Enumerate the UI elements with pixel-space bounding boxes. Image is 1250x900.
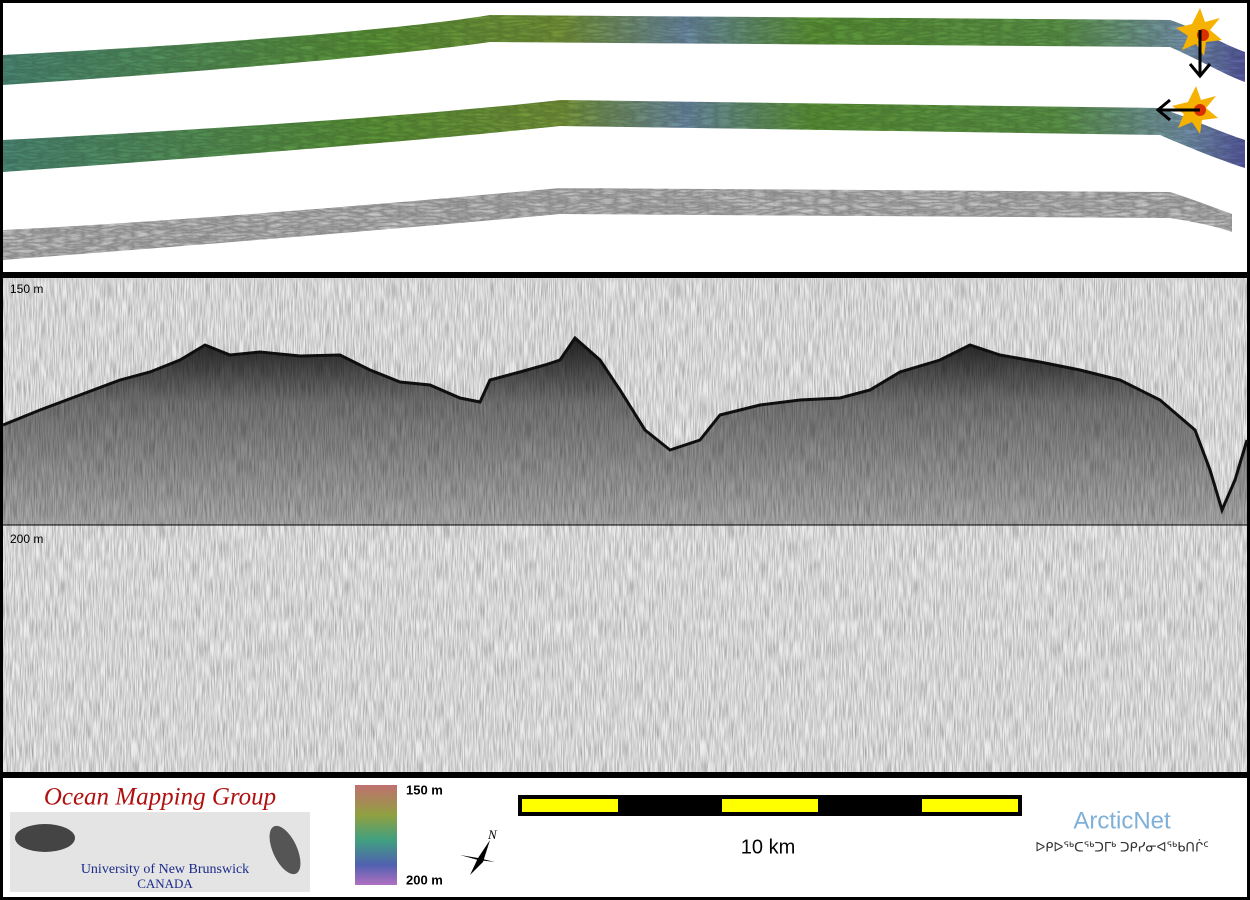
scale-bar: [518, 795, 1022, 816]
logo-country: CANADA: [137, 876, 193, 891]
colorbar: [355, 785, 397, 885]
depth-label: 200 m: [10, 532, 43, 546]
colorbar-label: 150 m: [406, 782, 443, 797]
north-arrow: [460, 855, 495, 862]
swath-texture: [3, 188, 1232, 260]
scale-label: 10 km: [741, 836, 795, 858]
north-label: N: [487, 827, 498, 842]
start-marker: [1176, 8, 1222, 79]
partner-name: ArcticNet: [1073, 807, 1171, 834]
logo-institution: University of New Brunswick: [81, 862, 249, 877]
logo-ship: [269, 825, 301, 875]
logo-title: Ocean Mapping Group: [44, 784, 276, 811]
logo-ship: [15, 824, 75, 852]
logo-background: [10, 812, 310, 892]
depth-label: 150 m: [10, 282, 43, 296]
swath-texture: [3, 100, 1245, 172]
north-arrow: [470, 840, 490, 875]
partner-name-inuktitut: ᐅᑭᐅᖅᑕᖅᑐᒥᒃ ᑐᑭᓯᓂᐊᖅᑲᑎᒌᑦ: [1035, 838, 1209, 854]
colorbar-label: 200 m: [406, 872, 443, 887]
swath-texture: [3, 15, 1245, 85]
turn-marker: [1155, 86, 1218, 134]
